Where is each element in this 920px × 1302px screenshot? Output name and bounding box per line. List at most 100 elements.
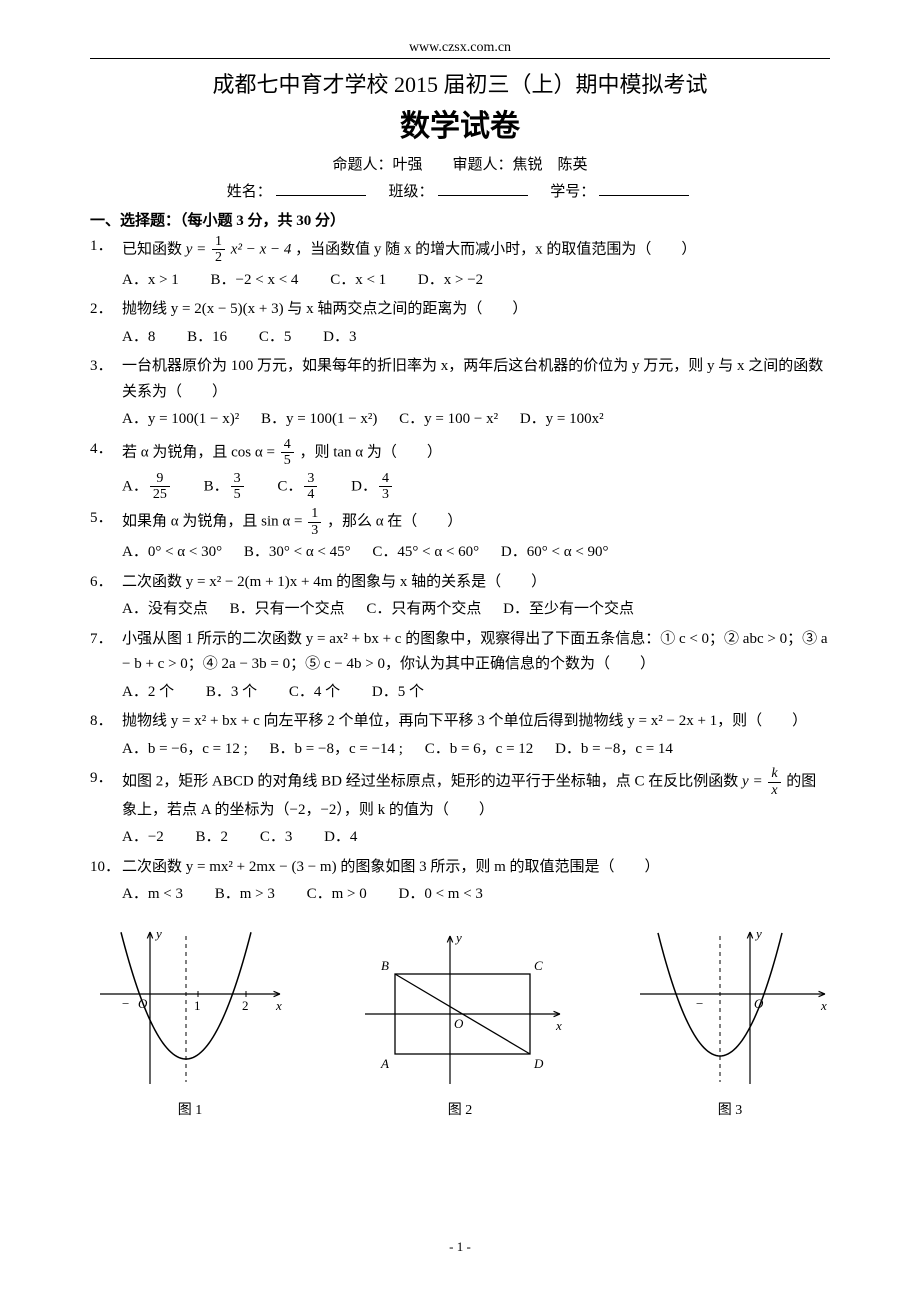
q9-fn: k xyxy=(768,766,780,782)
header-url: www.czsx.com.cn xyxy=(90,40,830,59)
q2-num: 2． xyxy=(90,297,122,350)
svg-text:y: y xyxy=(754,926,762,941)
q8-opt-a: A．b = −6，c = 12 ; xyxy=(122,737,248,763)
q5-opt-b: B．30° < α < 45° xyxy=(244,540,351,566)
q10-num: 10． xyxy=(90,855,122,908)
figure-3-caption: 图 3 xyxy=(630,1099,830,1119)
question-7: 7． 小强从图 1 所示的二次函数 y = ax² + bx + c 的图象中，… xyxy=(90,627,830,706)
q1-opt-d: D．x > −2 xyxy=(418,268,483,294)
q1-text-b: ，当函数值 y 随 x 的增大而减小时，x 的取值范围为（ ） xyxy=(295,241,696,257)
q1-half-n: 1 xyxy=(212,234,225,250)
figure-1-caption: 图 1 xyxy=(90,1099,290,1119)
q9-opt-d: D．4 xyxy=(324,825,357,851)
question-1: 1． 已知函数 y = 12 x² − x − 4 ，当函数值 y 随 x 的增… xyxy=(90,234,830,293)
svg-text:D: D xyxy=(533,1056,544,1071)
q4-opt-a: A．925 xyxy=(122,471,172,503)
q9-expr: y = xyxy=(742,773,766,789)
q3-opt-c: C．y = 100 − x² xyxy=(399,407,498,433)
q3-num: 3． xyxy=(90,354,122,433)
q4-text-b: ，则 tan α 为（ ） xyxy=(299,444,441,460)
q7-opt-a: A．2 个 xyxy=(122,680,174,706)
question-3: 3． 一台机器原价为 100 万元，如果每年的折旧率为 x，两年后这台机器的价位… xyxy=(90,354,830,433)
q6-opt-d: D．至少有一个交点 xyxy=(503,597,634,623)
q6-opt-a: A．没有交点 xyxy=(122,597,208,623)
svg-text:y: y xyxy=(454,930,462,945)
q6-text: 二次函数 y = x² − 2(m + 1)x + 4m 的图象与 x 轴的关系… xyxy=(122,574,546,590)
q10-opt-c: C．m > 0 xyxy=(307,882,367,908)
q5-opt-a: A．0° < α < 30° xyxy=(122,540,222,566)
q7-opt-c: C．4 个 xyxy=(289,680,340,706)
q7-opt-b: B．3 个 xyxy=(206,680,257,706)
svg-text:B: B xyxy=(381,958,389,973)
svg-text:C: C xyxy=(534,958,543,973)
q8-opt-d: D．b = −8，c = 14 xyxy=(555,737,673,763)
svg-text:−: − xyxy=(122,996,129,1011)
q5-opt-d: D．60° < α < 90° xyxy=(501,540,609,566)
q7-num: 7． xyxy=(90,627,122,706)
svg-text:A: A xyxy=(380,1056,389,1071)
svg-text:−: − xyxy=(696,996,703,1011)
blank-name[interactable] xyxy=(276,195,366,196)
figure-2-svg: Ox y A B C D xyxy=(350,924,570,1094)
q2-opt-c: C．5 xyxy=(259,325,292,351)
q1-opt-c: C．x < 1 xyxy=(330,268,386,294)
q6-num: 6． xyxy=(90,570,122,623)
q4-fn: 4 xyxy=(281,437,294,453)
q4-B-d: 5 xyxy=(231,487,244,502)
q4-A-n: 9 xyxy=(150,471,170,487)
q4-opt-d: D．43 xyxy=(351,471,394,503)
q4-D-n: 4 xyxy=(379,471,392,487)
q8-opt-b: B．b = −8，c = −14 ; xyxy=(270,737,403,763)
svg-text:x: x xyxy=(555,1018,562,1033)
q5-fn: 1 xyxy=(308,506,321,522)
figure-1: Oxy−12 图 1 xyxy=(90,924,290,1119)
svg-text:x: x xyxy=(275,998,282,1013)
q8-text: 抛物线 y = x² + bx + c 向左平移 2 个单位，再向下平移 3 个… xyxy=(122,713,807,729)
q2-opt-a: A．8 xyxy=(122,325,155,351)
svg-text:x: x xyxy=(820,998,827,1013)
q2-text: 抛物线 y = 2(x − 5)(x + 3) 与 x 轴两交点之间的距离为（ … xyxy=(122,301,527,317)
q4-A-d: 25 xyxy=(150,487,170,502)
q9-text-a: 如图 2，矩形 ABCD 的对角线 BD 经过坐标原点，矩形的边平行于坐标轴，点… xyxy=(122,773,742,789)
q4-num: 4． xyxy=(90,437,122,503)
q3-opt-d: D．y = 100x² xyxy=(520,407,604,433)
question-9: 9． 如图 2，矩形 ABCD 的对角线 BD 经过坐标原点，矩形的边平行于坐标… xyxy=(90,766,830,851)
q5-opt-c: C．45° < α < 60° xyxy=(372,540,479,566)
q2-opt-b: B．16 xyxy=(187,325,227,351)
svg-text:O: O xyxy=(454,1016,464,1031)
question-6: 6． 二次函数 y = x² − 2(m + 1)x + 4m 的图象与 x 轴… xyxy=(90,570,830,623)
question-4: 4． 若 α 为锐角，且 cos α = 45 ，则 tan α 为（ ） A．… xyxy=(90,437,830,503)
label-class: 班级： xyxy=(388,184,433,200)
q3-opt-a: A．y = 100(1 − x)² xyxy=(122,407,239,433)
svg-text:2: 2 xyxy=(242,998,249,1013)
figures-row: Oxy−12 图 1 OxyABCD 图 2 Oxy− 图 3 xyxy=(90,924,830,1119)
q9-opt-a: A．−2 xyxy=(122,825,164,851)
q10-opt-d: D．0 < m < 3 xyxy=(399,882,483,908)
q8-opt-c: C．b = 6，c = 12 xyxy=(425,737,534,763)
q9-opt-c: C．3 xyxy=(260,825,293,851)
page-number: - 1 - xyxy=(90,1239,830,1255)
q5-fd: 3 xyxy=(308,523,321,538)
exam-title-line2: 数学试卷 xyxy=(90,101,830,145)
figure-1-svg: Oxy−12 xyxy=(90,924,290,1094)
figure-3-svg: Oxy− xyxy=(630,924,830,1094)
student-blanks: 姓名： 班级： 学号： xyxy=(90,180,830,201)
question-8: 8． 抛物线 y = x² + bx + c 向左平移 2 个单位，再向下平移 … xyxy=(90,709,830,762)
q4-D-d: 3 xyxy=(379,487,392,502)
exam-title-line1: 成都七中育才学校 2015 届初三（上）期中模拟考试 xyxy=(90,67,830,99)
q1-expr2: x² − x − 4 xyxy=(231,241,292,257)
figure-2: OxyABCD 图 2 xyxy=(350,924,570,1119)
blank-id[interactable] xyxy=(599,195,689,196)
q5-text-a: 如果角 α 为锐角，且 sin α = xyxy=(122,514,306,530)
q4-opt-b: B．35 xyxy=(204,471,246,503)
section-1-heading: 一、选择题：（每小题 3 分，共 30 分） xyxy=(90,209,830,230)
q5-text-b: ，那么 α 在（ ） xyxy=(327,514,462,530)
blank-class[interactable] xyxy=(438,195,528,196)
credits: 命题人：叶强 审题人：焦锐 陈英 xyxy=(90,153,830,174)
q4-opt-c: C．34 xyxy=(277,471,319,503)
q1-opt-a: A．x > 1 xyxy=(122,268,179,294)
q4-fd: 5 xyxy=(281,453,294,468)
q6-opt-b: B．只有一个交点 xyxy=(230,597,345,623)
label-id: 学号： xyxy=(550,184,595,200)
q6-opt-c: C．只有两个交点 xyxy=(366,597,481,623)
